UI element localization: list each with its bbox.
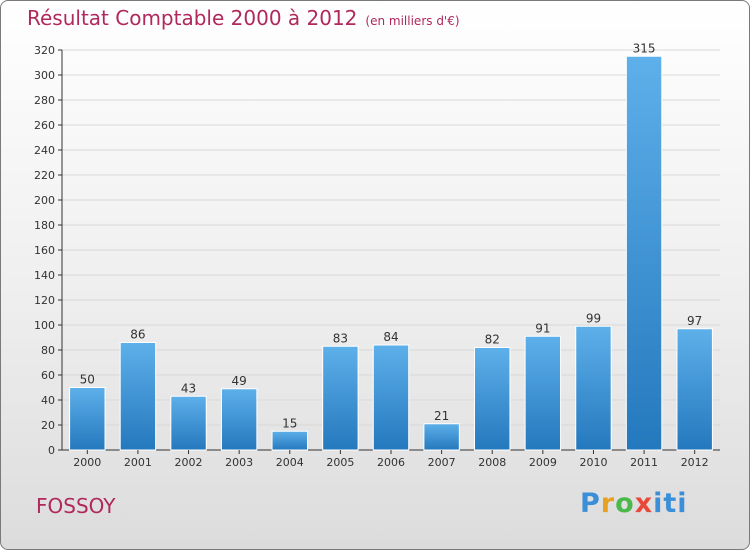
bar	[575, 325, 612, 451]
y-tick-label: 160	[34, 244, 55, 257]
bar	[625, 55, 663, 451]
data-label: 315	[633, 41, 656, 55]
bar	[220, 388, 258, 451]
x-tick-label: 2006	[377, 456, 405, 469]
y-tick-label: 20	[41, 419, 55, 432]
data-label: 50	[80, 373, 95, 387]
bar	[423, 423, 460, 451]
data-label: 21	[434, 409, 449, 423]
bar	[372, 344, 410, 451]
bar	[676, 328, 713, 451]
y-tick-label: 140	[34, 269, 55, 282]
y-tick-label: 300	[34, 69, 55, 82]
y-tick-label: 260	[34, 119, 55, 132]
x-tick-label: 2007	[428, 456, 456, 469]
y-tick-label: 40	[41, 394, 55, 407]
bar	[271, 430, 308, 451]
x-tick-label: 2008	[478, 456, 506, 469]
chart-subtitle: (en milliers d'€)	[365, 14, 460, 28]
data-label: 86	[130, 328, 145, 342]
y-tick-label: 320	[34, 44, 55, 57]
x-tick-label: 2000	[73, 456, 101, 469]
bar	[69, 387, 106, 451]
y-tick-label: 0	[48, 444, 55, 457]
x-tick-label: 2003	[225, 456, 253, 469]
bar	[170, 395, 207, 451]
x-tick-label: 2011	[630, 456, 658, 469]
data-label: 91	[535, 321, 550, 335]
x-tick-label: 2004	[276, 456, 304, 469]
y-tick-label: 80	[41, 344, 55, 357]
x-tick-label: 2002	[175, 456, 203, 469]
bar	[474, 347, 511, 451]
bar	[524, 335, 562, 451]
x-tick-label: 2010	[579, 456, 607, 469]
data-label: 82	[485, 333, 500, 347]
x-tick-label: 2005	[326, 456, 354, 469]
data-label: 97	[687, 314, 702, 328]
x-tick-label: 2012	[681, 456, 709, 469]
data-label: 15	[282, 416, 297, 430]
data-label: 99	[586, 311, 601, 325]
chart-title: Résultat Comptable 2000 à 2012	[27, 6, 358, 30]
y-tick-label: 240	[34, 144, 55, 157]
chart-title-block: Résultat Comptable 2000 à 2012 (en millie…	[27, 6, 460, 30]
y-tick-label: 280	[34, 94, 55, 107]
data-label: 49	[232, 374, 247, 388]
x-tick-label: 2009	[529, 456, 557, 469]
bar	[322, 345, 359, 451]
data-label: 43	[181, 381, 196, 395]
bar	[119, 342, 157, 451]
y-tick-label: 220	[34, 169, 55, 182]
location-label: FOSSOY	[36, 494, 116, 518]
y-tick-label: 180	[34, 219, 55, 232]
x-tick-label: 2001	[124, 456, 152, 469]
y-tick-label: 60	[41, 369, 55, 382]
proxiti-logo: Proxiti	[580, 488, 688, 519]
data-label: 83	[333, 331, 348, 345]
y-tick-label: 200	[34, 194, 55, 207]
y-tick-label: 100	[34, 319, 55, 332]
y-tick-label: 120	[34, 294, 55, 307]
data-label: 84	[383, 330, 398, 344]
